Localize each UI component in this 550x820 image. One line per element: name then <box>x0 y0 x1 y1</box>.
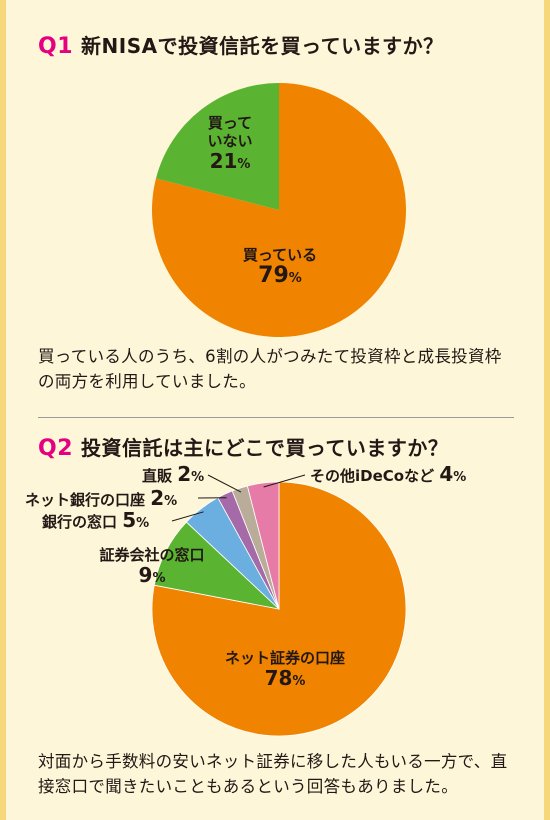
q2-question: 投資信託は主にどこで買っていますか？ <box>81 436 449 460</box>
q2-number: Q2 <box>38 436 74 461</box>
q2-label-3: ネット銀行の口座 2% <box>25 486 177 510</box>
q1-label-1-value: 21% <box>210 149 251 173</box>
q1-slice-1 <box>155 83 279 210</box>
q2-label-0-value: 78% <box>265 666 306 690</box>
q2-leader-5 <box>263 474 306 488</box>
q1-label-1-text: いない <box>207 132 252 150</box>
q2-label-1-value: 9% <box>139 563 166 587</box>
q1-label-0-text: 買っている <box>243 246 317 264</box>
q1-note: 買っている人のうち、6割の人がつみたて投資枠と成長投資枠の両方を利用していました… <box>38 347 502 391</box>
section-divider <box>38 417 514 418</box>
q2-label-4: 直販 2% <box>142 462 204 486</box>
q1-label-0-value: 79% <box>258 263 302 288</box>
q2-leader-2 <box>171 511 204 522</box>
q1-question: 新NISAで投資信託を買っていますか？ <box>81 34 444 58</box>
q2-label-0-text: ネット証券の口座 <box>225 649 345 667</box>
q1-slice-0 <box>152 83 407 337</box>
q2-label-5: その他iDeCoなど 4% <box>310 462 466 486</box>
q1-number: Q1 <box>38 34 74 59</box>
q1-title: Q1 新NISAで投資信託を買っていますか？ <box>38 30 444 59</box>
q2-label-1-text: 証券会社の窓口 <box>99 546 204 564</box>
q2-label-2: 銀行の窓口 5% <box>42 508 149 532</box>
q2-leader-4 <box>207 474 242 493</box>
q2-title: Q2 投資信託は主にどこで買っていますか？ <box>38 432 448 461</box>
q2-note: 対面から手数料の安いネット証券に移した人もいる一方で、直接窓口で聞きたいこともあ… <box>38 752 508 796</box>
q1-label-1-text: 買って <box>208 114 252 132</box>
